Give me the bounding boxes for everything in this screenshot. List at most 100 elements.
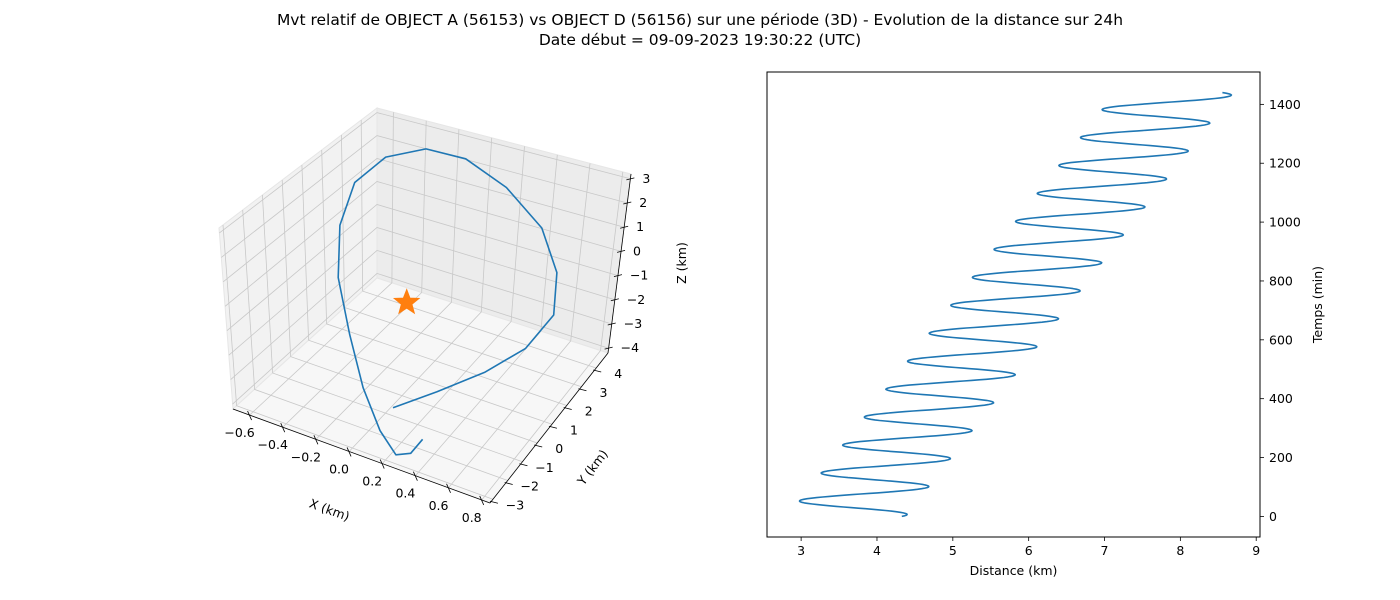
x-axis-label: Distance (km) [970,563,1058,578]
x-tick-label: 4 [873,543,881,558]
grid-x [448,163,591,489]
x-tick-label: 5 [949,543,957,558]
y-tick [593,369,602,373]
y-tick-label: 800 [1269,273,1293,288]
z-tick [604,346,613,350]
z-tick-label: −1 [630,268,648,283]
z-tick-label: −3 [624,316,642,331]
x-tick-label: 6 [1025,543,1033,558]
grid-z [226,204,619,332]
y-tick [563,407,572,410]
grid-x [348,137,493,452]
y-axis-label: Y (km) [573,447,611,489]
y-tick-label: 2 [585,404,593,419]
grid-y [222,224,494,500]
x-tick [247,410,252,421]
x-tick-label: 7 [1101,543,1109,558]
grid-y [301,164,553,425]
y-tick [519,463,528,467]
z-axis-line [607,173,632,354]
y-tick-label: 1 [570,422,578,437]
y-tick-label: 0 [555,441,563,456]
y-tick-label: −3 [506,497,524,512]
y-tick-label: 1200 [1269,156,1301,171]
y-tick-label: 3 [599,385,607,400]
figure-title-line2: Date début = 09-09-2023 19:30:22 (UTC) [538,31,862,49]
z-tick-label: 0 [633,243,641,258]
z-tick [623,201,632,205]
grid-x [381,146,525,464]
grid-x [249,112,394,416]
z-tick [610,298,619,302]
x-tick-label: −0.2 [291,449,321,464]
y-tick [534,444,543,448]
z-axis-label: Z (km) [674,242,689,284]
distance-series-line [798,91,1233,518]
grid-y [242,209,508,481]
x-tick [346,447,352,457]
x-tick [313,435,319,445]
z-tick [626,177,635,181]
z-tick-label: −4 [621,340,639,355]
grid-z [224,181,622,307]
figure-title-line1: Mvt relatif de OBJECT A (56153) vs OBJEC… [276,11,1124,29]
z-tick-label: 1 [636,219,644,234]
grid-y [281,179,538,444]
y-tick-label: 0 [1269,509,1277,524]
y-tick-label: 200 [1269,450,1293,465]
x-axis-label: X (km) [307,496,351,524]
x-tick [479,495,485,506]
y-tick [578,388,587,392]
plot-distance-vs-time: 3 4 5 6 7 8 9 0 200 400 600 800 1000 1200 1400 Distance… [766,71,1325,578]
trajectory-line [337,148,558,456]
grid-x [315,129,460,440]
z-tick [607,322,616,326]
y-tick-label: 4 [614,366,622,381]
z-tick [613,274,623,277]
x-tick-label: 0.2 [362,474,382,489]
z-tick-label: 2 [639,195,647,210]
z-tick [616,250,626,253]
x-tick [280,423,286,433]
y-axis-line [489,352,609,504]
y-tick [548,425,558,429]
y-axis-label: Temps (min) [1310,266,1325,344]
plot-frame [766,71,1261,538]
grid-z [219,112,631,234]
x-tick-label: 0.8 [462,510,482,525]
x-tick-label: 0.4 [395,486,415,501]
y-tick-label: −2 [520,479,538,494]
x-tick [413,471,418,481]
y-tick-label: −1 [535,460,553,475]
x-tick-label: 0.0 [329,461,349,476]
grid-z [222,158,625,283]
plot-3d-trajectory: −0.6−0.4−0.20.00.20.40.60.8−3−2−10123432… [218,106,689,525]
y-tick [489,500,499,504]
x-tick-label: 3 [797,543,805,558]
grid-z [221,135,628,258]
grid-x [481,171,624,501]
x-tick [446,483,451,494]
origin-star-marker [392,288,421,315]
grid-z [232,272,609,405]
y-tick-label: 400 [1269,391,1293,406]
grid-x [282,120,427,428]
grid-y [321,149,567,406]
x-tick-label: 0.6 [429,498,449,513]
x-axis-line [232,408,491,504]
z-tick-label: 3 [642,171,650,186]
z-tick-label: −2 [627,292,645,307]
y-tick-label: 1400 [1269,97,1301,112]
x-tick-label: 9 [1252,543,1260,558]
grid-z [228,227,615,356]
x-tick [379,459,385,469]
y-tick [504,482,513,485]
grid-z [230,249,612,380]
x-tick-label: −0.6 [224,425,254,440]
y-tick-label: 600 [1269,332,1293,347]
y-tick-label: 1000 [1269,215,1301,230]
x-tick-label: 8 [1176,543,1184,558]
z-tick [620,225,629,229]
x-tick-label: −0.4 [258,437,288,452]
